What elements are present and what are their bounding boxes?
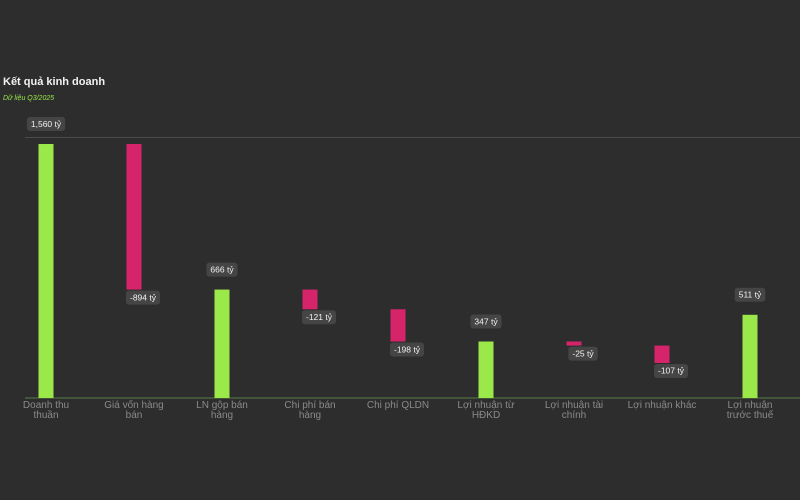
value-label: -198 tỷ: [394, 344, 421, 354]
x-tick-label: Giá vốn hàng bán: [104, 400, 164, 421]
value-label-box: [390, 342, 424, 357]
bar: [214, 289, 230, 398]
value-label: -107 tỷ: [658, 366, 685, 376]
chart-subtitle: Dữ liệu Q3/2025: [3, 95, 55, 102]
value-label: 511 tỷ: [739, 290, 762, 300]
x-tick-label: Chi phí QLDN: [366, 400, 430, 411]
value-label: -25 tỷ: [572, 348, 594, 358]
bar: [38, 144, 54, 398]
bar: [742, 314, 758, 398]
value-label-box: [568, 346, 598, 361]
bar: [302, 289, 318, 310]
bar: [390, 309, 406, 342]
value-label-box: [26, 117, 66, 132]
bar: [654, 345, 670, 363]
value-label: 666 tỷ: [210, 264, 234, 274]
value-label-box: [734, 287, 766, 302]
value-label-box: [654, 363, 688, 378]
x-tick-label: LN gộp bán hàng: [196, 400, 248, 421]
value-label: -894 tỷ: [130, 292, 157, 302]
x-tick-label: Chi phí bán hàng: [284, 400, 336, 421]
x-tick-label: Lợi nhuận tài chính: [544, 400, 604, 421]
value-label: -121 tỷ: [306, 312, 333, 322]
value-label-box: [302, 310, 336, 325]
x-tick-label: Doanh thu thuần: [22, 400, 70, 421]
bar: [478, 341, 494, 398]
chart-title: Kết quả kinh doanh: [3, 76, 106, 88]
value-label-box: [470, 314, 502, 329]
value-label-box: [126, 290, 160, 305]
x-tick-label: Lợi nhuận trước thuế: [726, 400, 774, 421]
value-label: 347 tỷ: [474, 316, 498, 326]
x-tick-label: Lợi nhuận khác: [627, 400, 697, 411]
bar: [126, 144, 142, 290]
x-tick-label: Lợi nhuận từ HĐKD: [457, 400, 515, 421]
value-label-box: [206, 262, 238, 277]
bar: [566, 341, 582, 346]
value-label: 1,560 tỷ: [31, 119, 62, 129]
